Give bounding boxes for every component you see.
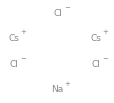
Text: −: − [101, 56, 107, 62]
Text: −: − [63, 5, 69, 11]
Text: Cs: Cs [89, 34, 100, 43]
Text: +: + [20, 29, 26, 35]
Text: Cl: Cl [90, 60, 99, 69]
Text: Cl: Cl [53, 9, 61, 18]
Text: Na: Na [51, 85, 63, 94]
Text: Cl: Cl [9, 60, 18, 69]
Text: +: + [101, 29, 107, 35]
Text: −: − [20, 56, 26, 62]
Text: Cs: Cs [8, 34, 19, 43]
Text: +: + [63, 81, 69, 87]
